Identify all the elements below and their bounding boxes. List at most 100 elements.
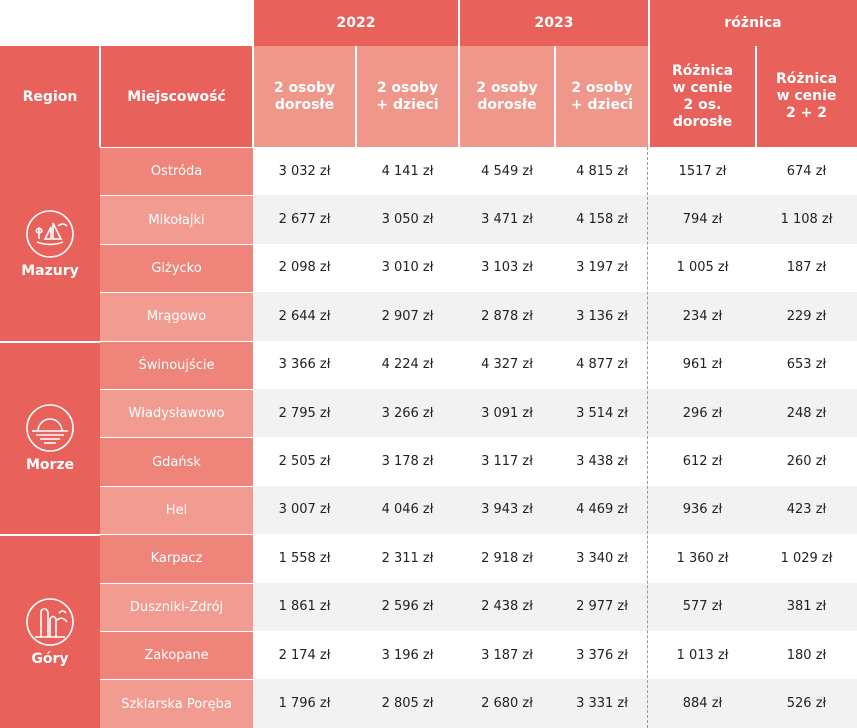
header-divider [648, 0, 650, 147]
price-cell: 1 108 zł [756, 195, 857, 244]
price-cell: 3 943 zł [459, 485, 555, 535]
region-label: Góry [31, 650, 69, 667]
price-cell: 3 366 zł [253, 340, 356, 389]
price-cell: 4 877 zł [555, 340, 649, 389]
year-2022-header: 2022 [253, 0, 459, 46]
price-cell: 4 046 zł [356, 485, 459, 535]
price-cell: 3 032 zł [253, 147, 356, 196]
price-cell: 3 103 zł [459, 243, 555, 293]
difference-header: różnica [649, 0, 857, 46]
price-cell: 3 091 zł [459, 389, 555, 438]
region-cell: Mazury [0, 147, 100, 341]
price-column-header: 2 osoby + dzieci [356, 46, 459, 147]
price-cell: 1 029 zł [756, 534, 857, 583]
diff-family-header: Różnica w cenie 2 + 2 [756, 46, 857, 147]
city-cell: Ostróda [100, 148, 253, 196]
price-cell: 3 471 zł [459, 195, 555, 244]
city-cell: Duszniki-Zdrój [100, 583, 253, 631]
header-divider [458, 0, 460, 147]
city-cell: Mrągowo [100, 293, 253, 341]
price-cell: 1517 zł [649, 147, 756, 196]
difference-separator [647, 147, 648, 728]
price-cell: 3 136 zł [555, 292, 649, 341]
year-2023-header: 2023 [459, 0, 649, 46]
price-cell: 674 zł [756, 147, 857, 196]
city-cell: Giżycko [100, 244, 253, 293]
region-label: Morze [25, 457, 75, 474]
price-cell: 1 861 zł [253, 582, 356, 631]
city-cell: Zakopane [100, 632, 253, 680]
region-column-header: Region [0, 46, 100, 147]
price-column-header: 2 osoby + dzieci [555, 46, 649, 147]
price-cell: 577 zł [649, 582, 756, 631]
price-cell: 260 zł [756, 437, 857, 486]
sunset-icon [26, 404, 74, 453]
price-cell: 1 005 zł [649, 243, 756, 293]
price-cell: 423 zł [756, 485, 857, 535]
price-cell: 3 117 zł [459, 437, 555, 486]
price-cell: 381 zł [756, 582, 857, 631]
price-cell: 4 549 zł [459, 147, 555, 196]
header-divider [755, 46, 757, 147]
price-cell: 3 050 zł [356, 195, 459, 244]
price-cell: 936 zł [649, 485, 756, 535]
price-cell: 234 zł [649, 292, 756, 341]
header-divider [554, 46, 556, 147]
city-cell: Świnoujście [100, 341, 253, 389]
price-cell: 884 zł [649, 679, 756, 728]
price-cell: 4 141 zł [356, 147, 459, 196]
diff-adults-header: Różnica w cenie 2 os. dorosłe [649, 46, 756, 147]
price-cell: 3 007 zł [253, 485, 356, 535]
price-cell: 4 815 zł [555, 147, 649, 196]
city-cell: Hel [100, 486, 253, 535]
price-cell: 3 010 zł [356, 243, 459, 293]
price-cell: 2 977 zł [555, 582, 649, 631]
price-cell: 2 805 zł [356, 679, 459, 728]
price-column-header: 2 osoby dorosłe [253, 46, 356, 147]
price-cell: 2 907 zł [356, 292, 459, 341]
price-column-header: 2 osoby dorosłe [459, 46, 555, 147]
region-label: Mazury [21, 262, 79, 279]
price-cell: 3 187 zł [459, 631, 555, 680]
city-cell: Szklarska Poręba [100, 680, 253, 728]
header-divider [252, 0, 254, 147]
price-cell: 2 878 zł [459, 292, 555, 341]
sailboat-icon [26, 209, 74, 258]
city-column-header: Miejscowość [100, 46, 253, 147]
price-cell: 3 197 zł [555, 243, 649, 293]
price-cell: 248 zł [756, 389, 857, 438]
price-cell: 794 zł [649, 195, 756, 244]
price-cell: 653 zł [756, 340, 857, 389]
price-cell: 4 158 zł [555, 195, 649, 244]
city-cell: Władysławowo [100, 390, 253, 438]
price-cell: 3 514 zł [555, 389, 649, 438]
price-cell: 4 327 zł [459, 340, 555, 389]
price-cell: 4 469 zł [555, 485, 649, 535]
header-divider [355, 46, 357, 147]
price-cell: 526 zł [756, 679, 857, 728]
price-cell: 3 196 zł [356, 631, 459, 680]
price-cell: 2 505 zł [253, 437, 356, 486]
price-cell: 961 zł [649, 340, 756, 389]
city-cell: Karpacz [100, 535, 253, 583]
price-cell: 3 438 zł [555, 437, 649, 486]
price-cell: 1 013 zł [649, 631, 756, 680]
header-divider [99, 46, 101, 147]
price-cell: 187 zł [756, 243, 857, 293]
price-cell: 3 376 zł [555, 631, 649, 680]
price-cell: 2 438 zł [459, 582, 555, 631]
price-cell: 2 918 zł [459, 534, 555, 583]
price-cell: 2 795 zł [253, 389, 356, 438]
price-cell: 4 224 zł [356, 340, 459, 389]
price-cell: 3 178 zł [356, 437, 459, 486]
mountain-trees-icon [26, 598, 74, 646]
price-cell: 229 zł [756, 292, 857, 341]
price-cell: 2 596 zł [356, 582, 459, 631]
city-cell: Mikołajki [100, 196, 253, 244]
price-cell: 612 zł [649, 437, 756, 486]
price-cell: 2 098 zł [253, 243, 356, 293]
price-cell: 3 331 zł [555, 679, 649, 728]
region-cell: Góry [0, 536, 100, 728]
price-cell: 1 796 zł [253, 679, 356, 728]
city-cell: Gdańsk [100, 438, 253, 486]
